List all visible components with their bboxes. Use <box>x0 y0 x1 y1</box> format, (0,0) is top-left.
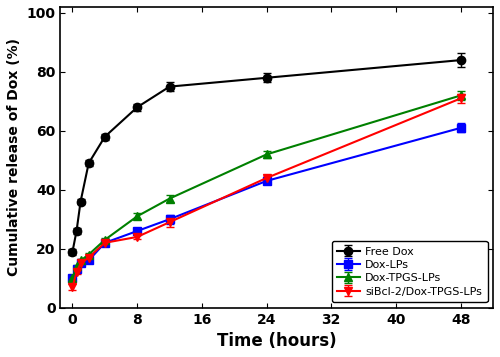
Legend: Free Dox, Dox-LPs, Dox-TPGS-LPs, siBcl-2/Dox-TPGS-LPs: Free Dox, Dox-LPs, Dox-TPGS-LPs, siBcl-2… <box>332 241 488 302</box>
X-axis label: Time (hours): Time (hours) <box>217 332 336 350</box>
Y-axis label: Cumulative release of Dox (%): Cumulative release of Dox (%) <box>7 38 21 276</box>
